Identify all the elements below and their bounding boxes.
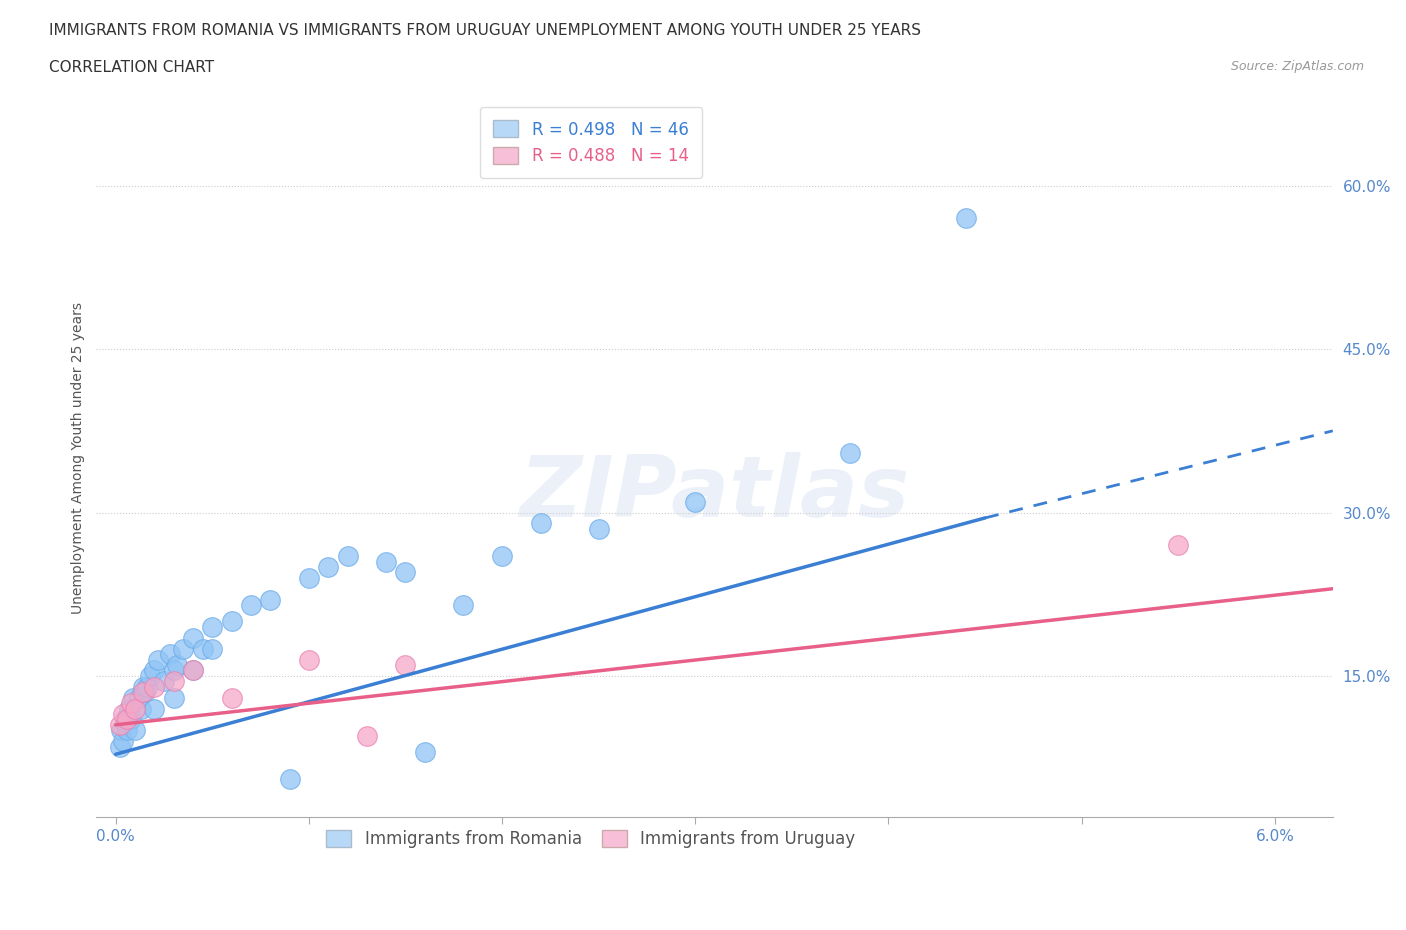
Point xyxy=(162,663,184,678)
Point xyxy=(588,522,610,537)
Point xyxy=(394,565,416,579)
Point xyxy=(134,684,156,699)
Point xyxy=(143,679,166,694)
Point xyxy=(1167,538,1189,552)
Point xyxy=(375,554,398,569)
Point xyxy=(413,745,436,760)
Point xyxy=(221,614,243,629)
Point xyxy=(146,652,169,667)
Point xyxy=(114,712,136,727)
Point xyxy=(162,674,184,689)
Point xyxy=(124,701,146,716)
Point xyxy=(356,728,378,743)
Point xyxy=(298,570,321,585)
Point xyxy=(135,679,157,694)
Point xyxy=(108,717,131,732)
Text: IMMIGRANTS FROM ROMANIA VS IMMIGRANTS FROM URUGUAY UNEMPLOYMENT AMONG YOUTH UNDE: IMMIGRANTS FROM ROMANIA VS IMMIGRANTS FR… xyxy=(49,23,921,38)
Text: ZIPatlas: ZIPatlas xyxy=(519,453,910,536)
Point xyxy=(181,663,204,678)
Point xyxy=(181,631,204,645)
Point xyxy=(153,674,176,689)
Legend: Immigrants from Romania, Immigrants from Uruguay: Immigrants from Romania, Immigrants from… xyxy=(315,817,868,859)
Text: Source: ZipAtlas.com: Source: ZipAtlas.com xyxy=(1230,60,1364,73)
Point xyxy=(955,211,977,226)
Point xyxy=(143,663,166,678)
Point xyxy=(278,772,301,787)
Point xyxy=(122,690,145,705)
Point xyxy=(683,494,706,509)
Point xyxy=(298,652,321,667)
Point xyxy=(112,707,135,722)
Point xyxy=(336,549,359,564)
Point xyxy=(132,679,155,694)
Point xyxy=(201,619,224,634)
Point xyxy=(181,663,204,678)
Point xyxy=(838,445,860,460)
Point xyxy=(453,598,475,613)
Point xyxy=(120,696,142,711)
Text: CORRELATION CHART: CORRELATION CHART xyxy=(49,60,214,75)
Point xyxy=(120,712,142,727)
Point xyxy=(110,723,132,737)
Point xyxy=(129,701,152,716)
Point xyxy=(139,669,162,684)
Point xyxy=(118,701,141,716)
Point xyxy=(128,690,150,705)
Point xyxy=(172,641,194,656)
Point xyxy=(112,734,135,749)
Point xyxy=(239,598,262,613)
Point xyxy=(259,592,281,607)
Y-axis label: Unemployment Among Youth under 25 years: Unemployment Among Youth under 25 years xyxy=(72,302,86,614)
Point xyxy=(124,723,146,737)
Point xyxy=(316,560,339,575)
Point xyxy=(491,549,513,564)
Point xyxy=(132,684,155,699)
Point xyxy=(117,712,139,727)
Point xyxy=(108,739,131,754)
Point xyxy=(191,641,214,656)
Point xyxy=(394,658,416,672)
Point xyxy=(143,701,166,716)
Point xyxy=(530,516,553,531)
Point xyxy=(221,690,243,705)
Point xyxy=(117,723,139,737)
Point xyxy=(201,641,224,656)
Point xyxy=(166,658,188,672)
Point xyxy=(159,646,181,661)
Point xyxy=(162,690,184,705)
